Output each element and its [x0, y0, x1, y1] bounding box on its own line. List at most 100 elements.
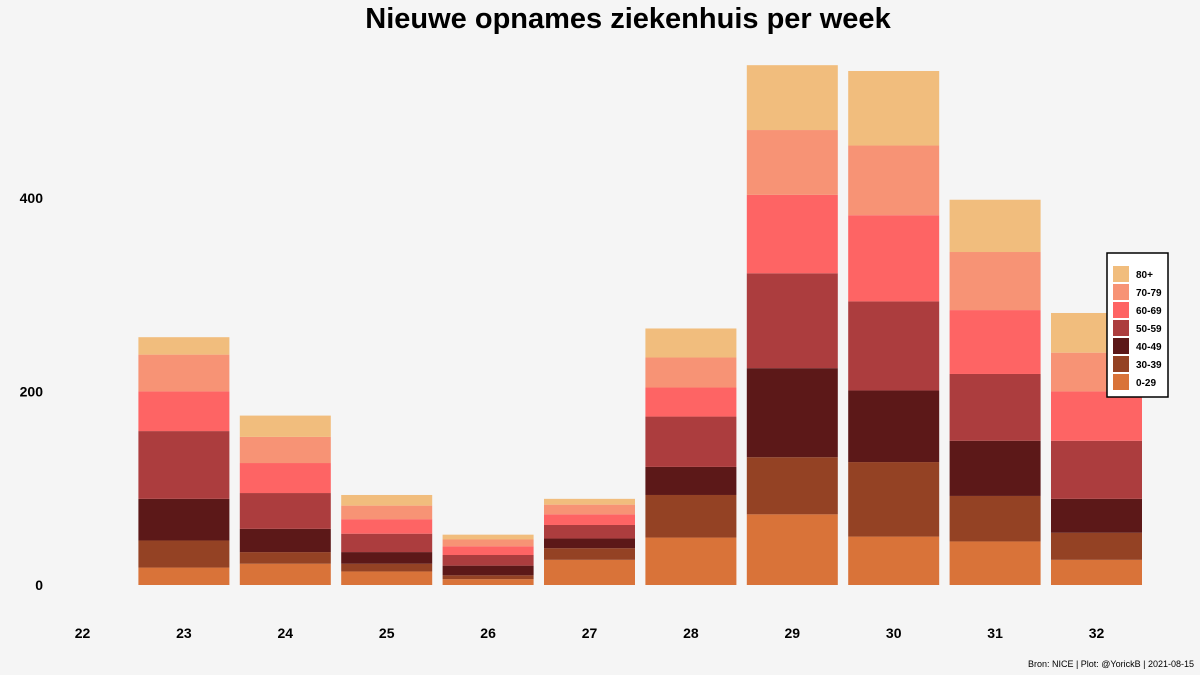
- bar-segment-week-29-0-29: [746, 514, 838, 585]
- bar-segment-week-25-0-29: [341, 571, 433, 585]
- bar-segment-week-31-70-79: [949, 252, 1041, 311]
- x-tick-label: 30: [886, 625, 902, 641]
- legend-swatch-70-79: [1113, 284, 1129, 300]
- bar-segment-week-27-80+: [544, 498, 635, 505]
- bar-segment-week-25-30-39: [341, 563, 433, 572]
- bar-segment-week-30-60-69: [848, 215, 940, 302]
- bar-segment-week-29-60-69: [746, 194, 838, 274]
- bar-segment-week-24-40-49: [239, 528, 331, 553]
- bar-segment-week-32-40-49: [1051, 498, 1142, 533]
- x-tick-label: 25: [379, 625, 395, 641]
- bar-segment-week-24-70-79: [239, 436, 331, 464]
- bar-segment-week-27-60-69: [544, 514, 635, 525]
- bar-segment-week-30-40-49: [848, 390, 940, 463]
- bar-segment-week-25-70-79: [341, 505, 433, 520]
- bar-segment-week-25-60-69: [341, 519, 433, 534]
- bar-segment-week-27-30-39: [544, 548, 635, 560]
- bar-segment-week-24-60-69: [239, 463, 331, 494]
- bar-segment-week-28-30-39: [645, 494, 737, 538]
- bar-segment-week-24-0-29: [239, 563, 331, 585]
- x-tick-label: 22: [75, 625, 91, 641]
- x-tick-label: 31: [987, 625, 1003, 641]
- bar-segment-week-28-40-49: [645, 466, 737, 495]
- legend-swatch-60-69: [1113, 302, 1129, 318]
- bar-segment-week-31-80+: [949, 199, 1041, 253]
- bar-segment-week-30-50-59: [848, 301, 940, 391]
- bars: [138, 65, 1142, 585]
- legend-label: 50-59: [1136, 324, 1162, 335]
- bar-segment-week-26-80+: [442, 534, 534, 540]
- x-tick-label: 27: [582, 625, 598, 641]
- bar-segment-week-29-40-49: [746, 368, 838, 458]
- legend: 80+ 70-79 60-69 50-59 40-49 30-39 0-29: [1106, 252, 1169, 398]
- caption: Bron: NICE | Plot: @YorickB | 2021-08-15: [1028, 659, 1194, 669]
- bar-segment-week-32-0-29: [1051, 559, 1142, 585]
- bar-segment-week-30-30-39: [848, 462, 940, 537]
- bar-segment-week-31-40-49: [949, 440, 1041, 496]
- bar-segment-week-32-60-69: [1051, 391, 1142, 441]
- x-tick-label: 29: [785, 625, 801, 641]
- bar-segment-week-27-50-59: [544, 524, 635, 539]
- bar-segment-week-24-30-39: [239, 552, 331, 564]
- bar-segment-week-31-50-59: [949, 373, 1041, 441]
- legend-label: 70-79: [1136, 288, 1162, 299]
- bar-segment-week-28-60-69: [645, 387, 737, 417]
- bar-segment-week-24-80+: [239, 415, 331, 437]
- bar-segment-week-29-50-59: [746, 273, 838, 369]
- bar-segment-week-23-40-49: [138, 498, 230, 541]
- bar-segment-week-26-40-49: [442, 565, 534, 576]
- x-tick-label: 32: [1089, 625, 1105, 641]
- legend-label: 30-39: [1136, 360, 1162, 371]
- bar-segment-week-25-40-49: [341, 552, 433, 564]
- bar-segment-week-23-30-39: [138, 540, 230, 568]
- legend-label: 0-29: [1136, 378, 1156, 389]
- legend-label: 40-49: [1136, 342, 1162, 353]
- x-tick-label: 26: [480, 625, 496, 641]
- bar-segment-week-23-50-59: [138, 431, 230, 499]
- bar-segment-week-31-60-69: [949, 310, 1041, 374]
- bar-segment-week-27-70-79: [544, 504, 635, 515]
- bar-segment-week-30-70-79: [848, 145, 940, 216]
- bar-segment-week-23-0-29: [138, 567, 230, 585]
- x-tick-label: 23: [176, 625, 192, 641]
- bar-segment-week-28-80+: [645, 328, 737, 358]
- legend-swatch-30-39: [1113, 356, 1129, 372]
- bar-segment-week-30-80+: [848, 70, 940, 146]
- bar-segment-week-27-40-49: [544, 538, 635, 549]
- legend-label: 60-69: [1136, 306, 1162, 317]
- x-axis-ticks: 22 23 24 25 26 27 28 29 30 31 32: [75, 625, 1105, 641]
- bar-segment-week-27-0-29: [544, 559, 635, 585]
- legend-swatch-40-49: [1113, 338, 1129, 354]
- bar-segment-week-29-80+: [746, 65, 838, 131]
- y-tick-label: 200: [20, 383, 44, 399]
- y-tick-label: 0: [35, 577, 43, 593]
- bar-segment-week-25-80+: [341, 494, 433, 506]
- bar-segment-week-26-0-29: [442, 579, 534, 585]
- bar-segment-week-32-50-59: [1051, 440, 1142, 499]
- y-axis-ticks: 0 200 400: [20, 190, 44, 593]
- y-tick-label: 400: [20, 190, 44, 206]
- bar-segment-week-32-30-39: [1051, 532, 1142, 560]
- bar-segment-week-25-50-59: [341, 533, 433, 553]
- x-tick-label: 24: [278, 625, 294, 641]
- bar-segment-week-23-70-79: [138, 354, 230, 392]
- bar-segment-week-26-70-79: [442, 539, 534, 547]
- bar-segment-week-23-80+: [138, 337, 230, 355]
- bar-segment-week-26-30-39: [442, 575, 534, 580]
- x-tick-label: 28: [683, 625, 699, 641]
- legend-label: 80+: [1136, 270, 1153, 281]
- legend-swatch-50-59: [1113, 320, 1129, 336]
- chart-title: Nieuwe opnames ziekenhuis per week: [365, 3, 891, 35]
- bar-segment-week-24-50-59: [239, 493, 331, 529]
- bar-segment-week-23-60-69: [138, 391, 230, 432]
- bar-segment-week-26-50-59: [442, 554, 534, 566]
- bar-segment-week-28-50-59: [645, 416, 737, 467]
- bar-segment-week-30-0-29: [848, 536, 940, 585]
- bar-segment-week-31-0-29: [949, 541, 1041, 585]
- legend-swatch-80+: [1113, 266, 1129, 282]
- bar-segment-week-31-30-39: [949, 495, 1041, 542]
- bar-segment-week-29-30-39: [746, 457, 838, 515]
- bar-segment-week-26-60-69: [442, 546, 534, 555]
- legend-swatch-0-29: [1113, 374, 1129, 390]
